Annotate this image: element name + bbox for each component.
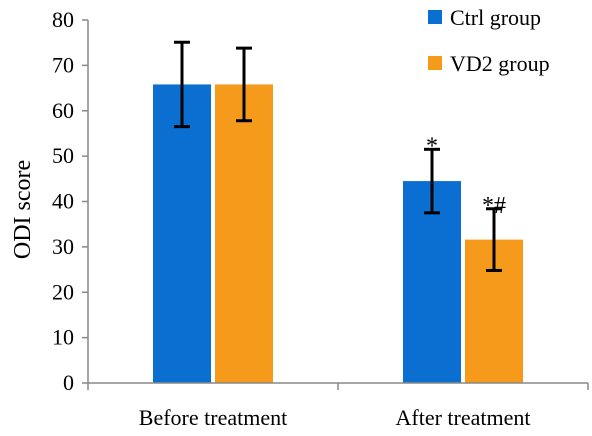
y-tick-label: 20: [52, 279, 74, 304]
x-category-labels: Before treatment After treatment: [87, 383, 589, 430]
y-tick-label: 30: [52, 234, 74, 259]
annotations-layer: * *#: [426, 133, 506, 218]
bar: [215, 84, 273, 384]
y-tick-label: 80: [52, 7, 74, 32]
y-tick-label: 40: [52, 189, 74, 214]
significance-annotation: *: [426, 133, 438, 159]
error-bars-layer: [174, 40, 502, 272]
bars-layer: [153, 84, 523, 384]
legend-label: VD2 group: [450, 51, 550, 76]
x-category-label: Before treatment: [139, 405, 287, 430]
y-tick-label: 70: [52, 52, 74, 77]
significance-annotation: *#: [482, 193, 506, 219]
bar: [153, 84, 211, 384]
y-tick-label: 50: [52, 143, 74, 168]
bar: [403, 181, 461, 383]
legend-label: Ctrl group: [450, 5, 541, 30]
x-category-label: After treatment: [396, 405, 531, 430]
legend-swatch: [428, 56, 442, 70]
y-tick-label: 10: [52, 325, 74, 350]
y-tick-label: 0: [63, 370, 74, 395]
legend: Ctrl group VD2 group: [428, 5, 550, 76]
y-tick-label: 60: [52, 98, 74, 123]
y-tick-labels: 0 10 20 30 40 50 60 70 80: [52, 7, 88, 395]
legend-swatch: [428, 10, 442, 24]
y-axis-title: ODI score: [10, 160, 36, 259]
